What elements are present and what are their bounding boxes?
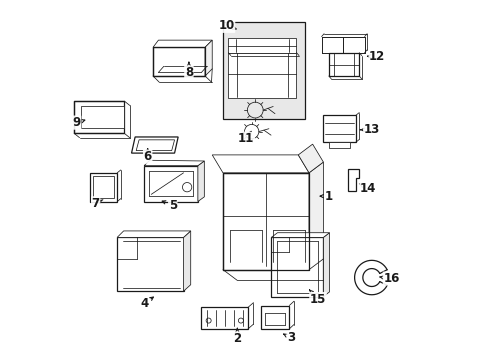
Polygon shape bbox=[183, 231, 190, 291]
Polygon shape bbox=[117, 237, 183, 291]
Text: 4: 4 bbox=[140, 297, 153, 310]
Text: 5: 5 bbox=[162, 199, 177, 212]
Polygon shape bbox=[228, 39, 296, 53]
Polygon shape bbox=[74, 101, 124, 134]
Polygon shape bbox=[271, 233, 329, 237]
Polygon shape bbox=[81, 107, 124, 128]
Polygon shape bbox=[328, 53, 359, 76]
Text: 7: 7 bbox=[91, 197, 102, 210]
Polygon shape bbox=[131, 137, 178, 153]
Polygon shape bbox=[271, 237, 323, 297]
Polygon shape bbox=[321, 37, 343, 53]
Polygon shape bbox=[153, 47, 204, 76]
Polygon shape bbox=[144, 166, 198, 202]
Polygon shape bbox=[117, 231, 190, 237]
Text: 16: 16 bbox=[379, 272, 399, 285]
Polygon shape bbox=[323, 233, 329, 297]
Text: 9: 9 bbox=[72, 116, 85, 129]
Polygon shape bbox=[144, 160, 204, 166]
Polygon shape bbox=[323, 116, 355, 142]
Polygon shape bbox=[223, 173, 308, 270]
Polygon shape bbox=[328, 142, 349, 148]
Polygon shape bbox=[212, 155, 308, 173]
Text: 14: 14 bbox=[359, 183, 376, 195]
Polygon shape bbox=[308, 162, 323, 270]
Polygon shape bbox=[343, 37, 364, 53]
Text: 6: 6 bbox=[143, 149, 151, 163]
Text: 10: 10 bbox=[218, 19, 236, 32]
Text: 8: 8 bbox=[184, 62, 193, 79]
Text: 3: 3 bbox=[283, 331, 295, 344]
Text: 2: 2 bbox=[233, 328, 241, 345]
Polygon shape bbox=[228, 53, 296, 98]
Text: 15: 15 bbox=[309, 290, 325, 306]
Polygon shape bbox=[198, 161, 204, 202]
Polygon shape bbox=[298, 144, 323, 173]
Text: 13: 13 bbox=[360, 123, 379, 136]
Bar bbox=[223, 22, 305, 119]
Text: 12: 12 bbox=[367, 50, 385, 63]
Polygon shape bbox=[260, 306, 289, 329]
Polygon shape bbox=[89, 173, 117, 202]
Polygon shape bbox=[204, 40, 212, 76]
Polygon shape bbox=[201, 307, 247, 329]
Text: 1: 1 bbox=[320, 190, 332, 203]
Polygon shape bbox=[348, 169, 359, 191]
Text: 11: 11 bbox=[238, 131, 254, 145]
Polygon shape bbox=[153, 40, 212, 47]
